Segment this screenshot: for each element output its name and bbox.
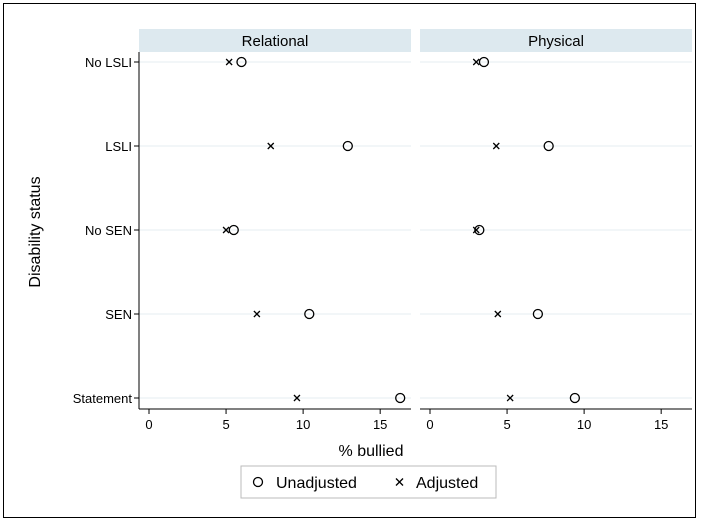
x-tick-label: 10 [296,417,310,432]
legend-unadjusted-label: Unadjusted [276,475,357,492]
panel-physical: Physical 0 5 10 15 [420,29,692,432]
point-adjusted-stroke [225,58,233,66]
x-tick-label: 15 [373,417,387,432]
panel-strip [139,29,411,52]
x-tick-label: 15 [654,417,668,432]
x-tick-label: 5 [503,417,510,432]
point-adjusted-stroke [222,226,230,234]
panel-relational: Relational 0 5 10 15 No LSLI LSLI No SEN SEN Stat… [73,29,411,432]
point-unadjusted [342,140,353,152]
x-tick-label: 0 [145,417,152,432]
point-adjusted-stroke [293,394,301,402]
y-axis-title: Disability status [27,176,44,287]
point-unadjusted [474,224,485,236]
x-tick-label: 0 [426,417,433,432]
point-adjusted-stroke [506,394,514,402]
point-adjusted [506,394,514,402]
panel-title: Physical [528,33,584,50]
point-unadjusted [395,392,406,404]
point-adjusted [222,226,230,234]
legend: Unadjusted Adjusted [240,465,497,499]
point-adjusted-stroke [492,142,500,150]
x-tick-label: 5 [222,417,229,432]
point-adjusted [472,58,480,66]
point-adjusted-stroke [472,226,480,234]
point-adjusted [293,394,301,402]
x-tick-label: 10 [577,417,591,432]
point-adjusted-stroke [494,310,502,318]
point-unadjusted [304,308,315,320]
legend-unadjusted-marker [252,476,264,488]
point-adjusted-stroke [472,58,480,66]
point-adjusted [267,142,275,150]
point-adjusted [225,58,233,66]
y-tick-label: LSLI [105,139,132,154]
point-unadjusted [532,308,544,320]
point-unadjusted [228,224,239,236]
panels-layer: Relational 0 5 10 15 No LSLI LSLI No SEN SEN Stat… [73,29,692,432]
legend-adjusted-marker [395,478,404,486]
point-unadjusted [543,140,554,152]
y-tick-label: No SEN [85,223,132,238]
panel-title: Relational [242,33,309,50]
point-adjusted-stroke [253,310,261,318]
point-adjusted [492,142,500,150]
y-tick-label: No LSLI [85,55,132,70]
point-unadjusted [569,392,581,404]
point-adjusted [472,226,480,234]
y-tick-label: Statement [73,391,133,406]
panel-strip [420,29,692,52]
x-axis-title: % bullied [339,443,404,460]
legend-adjusted-label: Adjusted [416,475,478,492]
legend-box [240,465,497,499]
point-unadjusted [236,56,247,68]
point-adjusted [494,310,502,318]
point-unadjusted [478,56,490,68]
point-adjusted [253,310,261,318]
point-adjusted-stroke [267,142,275,150]
chart-frame [3,3,696,518]
y-tick-label: SEN [105,307,132,322]
